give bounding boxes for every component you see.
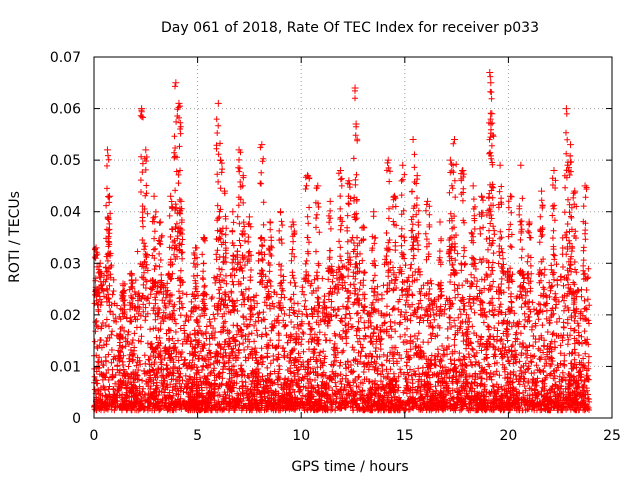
roti-peak-point: [562, 105, 570, 113]
roti-peak-point: [351, 84, 359, 92]
roti-peak-point: [276, 208, 284, 216]
data-points: [91, 68, 593, 414]
roti-peak-point: [359, 223, 367, 231]
roti-peak-point: [138, 105, 146, 113]
roti-peak-point: [337, 166, 345, 174]
x-tick-labels: 0 5 10 15 20 25: [90, 428, 621, 444]
roti-peak-point: [119, 280, 127, 288]
roti-peak-point: [446, 156, 454, 164]
roti-peak-point: [424, 197, 432, 205]
roti-peak-point: [567, 141, 575, 149]
roti-peak-point: [538, 187, 546, 195]
roti-peak-point: [345, 177, 353, 185]
roti-peak-point: [384, 156, 392, 164]
roti-peak-point: [486, 68, 494, 76]
y-tick-label: 0.02: [50, 308, 81, 324]
roti-peak-point: [525, 218, 533, 226]
roti-peak-point: [200, 234, 208, 241]
y-tick-label: 0.06: [50, 102, 81, 118]
roti-peak-point: [221, 187, 229, 195]
chart-title: Day 061 of 2018, Rate Of TEC Index for r…: [161, 20, 539, 36]
roti-peak-point: [469, 182, 477, 190]
y-tick-label: 0.01: [50, 359, 81, 375]
roti-peak-point: [496, 161, 504, 169]
roti-peak-point: [314, 182, 322, 190]
y-tick-labels: 0 0.01 0.02 0.03 0.04 0.05 0.06 0.07: [50, 50, 81, 427]
x-tick-label: 5: [193, 428, 202, 444]
roti-point-cloud: [91, 73, 593, 414]
roti-peak-point: [352, 120, 360, 128]
roti-peak-point: [571, 187, 579, 195]
y-tick-label: 0.05: [50, 153, 81, 169]
roti-peak-point: [326, 197, 334, 205]
roti-peak-point: [517, 161, 525, 169]
roti-peak-point: [235, 146, 243, 154]
roti-peak-point: [436, 218, 444, 226]
roti-peak-point: [229, 208, 237, 216]
roti-peak-point: [550, 166, 558, 174]
y-tick-label: 0.03: [50, 256, 81, 272]
roti-peak-point: [488, 110, 496, 118]
roti-peak-point: [370, 208, 378, 216]
roti-peak-point: [106, 192, 114, 200]
roti-peak-point: [175, 99, 183, 107]
roti-peak-point: [150, 192, 158, 200]
roti-peak-point: [177, 197, 185, 205]
roti-peak-point: [216, 156, 224, 164]
x-axis-label: GPS time / hours: [291, 459, 408, 475]
x-tick-label: 15: [396, 428, 414, 444]
roti-peak-point: [506, 192, 514, 200]
x-tick-label: 25: [603, 428, 621, 444]
x-tick-label: 20: [499, 428, 517, 444]
roti-peak-point: [214, 99, 222, 107]
roti-peak-point: [266, 218, 274, 226]
roti-peak-point: [487, 79, 495, 87]
roti-peak-point: [172, 79, 180, 87]
roti-peak-point: [413, 172, 421, 180]
roti-peak-point: [103, 146, 111, 154]
plot-frame: [93, 56, 613, 419]
roti-peak-point: [142, 146, 150, 154]
roti-peak-point: [192, 244, 200, 252]
y-tick-label: 0: [72, 411, 81, 427]
roti-peak-point: [459, 166, 467, 174]
roti-peak-point: [258, 141, 266, 149]
roti-peak-point: [289, 218, 297, 226]
x-tick-label: 0: [90, 428, 99, 444]
x-tick-label: 10: [292, 428, 310, 444]
roti-peak-point: [477, 192, 485, 200]
roti-peak-point: [303, 172, 311, 180]
roti-peak-point: [156, 218, 164, 226]
roti-peak-point: [581, 182, 589, 190]
roti-peak-point: [409, 136, 417, 144]
y-tick-label: 0.07: [50, 50, 81, 66]
roti-peak-point: [127, 270, 135, 278]
roti-peak-point: [245, 213, 253, 221]
roti-peak-point: [451, 136, 459, 144]
axes: [93, 56, 613, 419]
roti-peak-point: [399, 161, 407, 169]
y-axis-label: ROTI / TECUs: [7, 191, 23, 283]
roti-peak-point: [167, 192, 175, 200]
roti-peak-point: [390, 192, 398, 200]
y-tick-label: 0.04: [50, 205, 81, 221]
roti-peak-point: [239, 172, 247, 180]
